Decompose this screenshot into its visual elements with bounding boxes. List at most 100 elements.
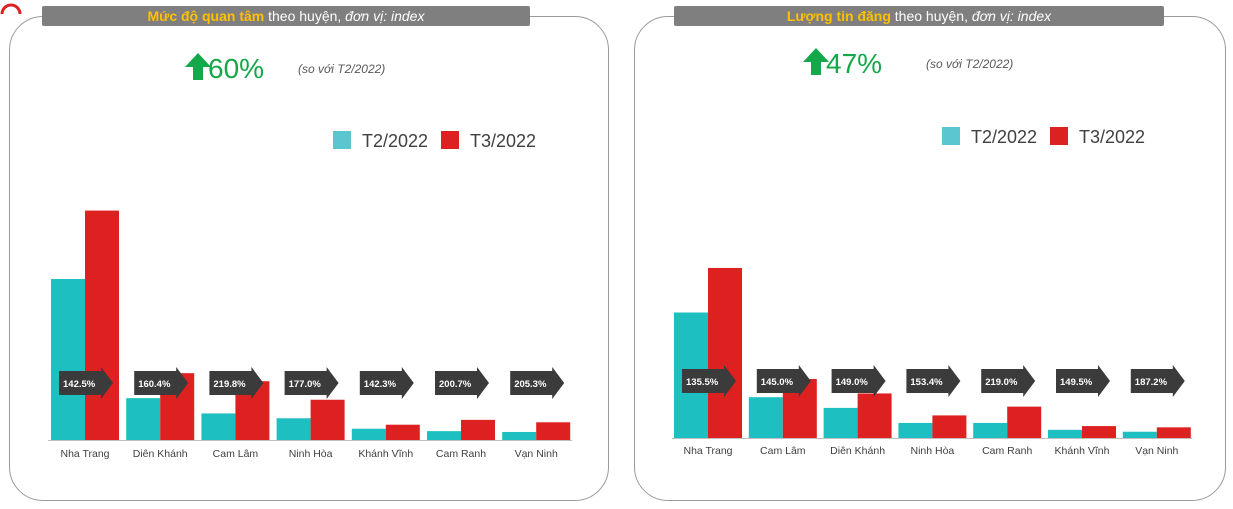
bar-t3 xyxy=(310,399,345,440)
title-middle: theo huyện, xyxy=(890,8,972,24)
growth-arrow: 145.0% xyxy=(756,365,811,397)
up-arrow-icon xyxy=(185,53,211,80)
growth-arrow-shape xyxy=(682,365,736,397)
logo-mark xyxy=(0,3,22,14)
category-label: Nha Trang xyxy=(683,445,732,457)
growth-arrow-shape xyxy=(209,367,264,399)
legend-swatch-t3 xyxy=(441,131,459,149)
change-value: 47% xyxy=(826,48,882,79)
growth-arrow: 149.0% xyxy=(831,365,886,397)
chart-title-banner: Mức độ quan tâm theo huyện, đơn vị: inde… xyxy=(42,6,530,26)
bar-t2 xyxy=(351,428,386,440)
legend: T2/2022 T3/2022 xyxy=(942,127,1145,147)
category-label: Ninh Hòa xyxy=(911,445,955,457)
legend-label-t3: T3/2022 xyxy=(1079,127,1145,147)
growth-label: 149.0% xyxy=(836,377,869,388)
growth-label: 149.5% xyxy=(1060,377,1093,388)
growth-arrow-shape xyxy=(831,365,886,397)
growth-label: 142.5% xyxy=(63,379,96,390)
category-label: Vạn Ninh xyxy=(515,448,558,460)
growth-label: 187.2% xyxy=(1135,377,1168,388)
change-value: 60% xyxy=(208,53,264,84)
chart-0: 60% (so với T2/2022) T2/2022 T3/2022 142.5% N… xyxy=(48,53,572,460)
chart-1: 47% (so với T2/2022) T2/2022 T3/2022 135.5% N… xyxy=(672,48,1192,457)
growth-arrow-shape xyxy=(1056,365,1110,397)
category-label: Diên Khánh xyxy=(133,448,188,460)
category-label: Khánh Vĩnh xyxy=(358,448,413,460)
legend: T2/2022 T3/2022 xyxy=(333,131,536,151)
legend-swatch-t2 xyxy=(333,131,351,149)
title-middle: theo huyện, xyxy=(264,8,346,24)
category-label: Cam Lâm xyxy=(213,448,259,460)
growth-label: 153.4% xyxy=(910,377,943,388)
category-label: Cam Ranh xyxy=(982,445,1032,457)
growth-arrow: 200.7% xyxy=(435,367,489,399)
legend-label-t2: T2/2022 xyxy=(362,131,428,151)
growth-arrow: 187.2% xyxy=(1130,365,1185,397)
bar-t2 xyxy=(126,398,161,440)
bar-t3 xyxy=(85,210,119,440)
bar-t2 xyxy=(427,431,461,440)
legend-label-t2: T2/2022 xyxy=(971,127,1037,147)
growth-arrow-shape xyxy=(756,365,811,397)
category-label: Khánh Vĩnh xyxy=(1055,445,1110,457)
category-label: Diên Khánh xyxy=(830,445,885,457)
bar-t2 xyxy=(823,407,858,438)
growth-arrow: 219.8% xyxy=(209,367,264,399)
growth-label: 200.7% xyxy=(439,379,472,390)
category-label: Ninh Hòa xyxy=(289,448,333,460)
growth-arrow-shape xyxy=(284,367,339,399)
growth-arrow: 177.0% xyxy=(284,367,339,399)
growth-arrow-shape xyxy=(1130,365,1185,397)
growth-label: 135.5% xyxy=(686,377,719,388)
bar-t3 xyxy=(536,422,571,440)
growth-arrow: 135.5% xyxy=(682,365,736,397)
growth-arrow-shape xyxy=(981,365,1036,397)
bar-t2 xyxy=(51,279,85,440)
growth-label: 142.3% xyxy=(364,379,397,390)
growth-arrow-shape xyxy=(59,367,113,399)
legend-label-t3: T3/2022 xyxy=(470,131,536,151)
growth-arrow-shape xyxy=(906,365,961,397)
growth-label: 145.0% xyxy=(761,377,794,388)
bar-t2 xyxy=(201,413,236,440)
bar-t2 xyxy=(1048,429,1082,438)
growth-arrow: 142.3% xyxy=(359,367,414,399)
growth-arrow: 205.3% xyxy=(510,367,565,399)
growth-label: 219.0% xyxy=(985,377,1018,388)
growth-arrow: 219.0% xyxy=(981,365,1036,397)
title-unit: đơn vị: index xyxy=(971,8,1052,24)
growth-arrow: 153.4% xyxy=(906,365,961,397)
legend-swatch-t3 xyxy=(1050,127,1068,145)
bar-t2 xyxy=(748,397,783,438)
bar-t3 xyxy=(932,415,967,438)
bar-t3 xyxy=(1082,426,1116,438)
growth-arrow-shape xyxy=(359,367,414,399)
bar-t3 xyxy=(385,424,420,440)
growth-arrow-shape xyxy=(435,367,489,399)
growth-label: 219.8% xyxy=(213,379,246,390)
title-highlight: Mức độ quan tâm xyxy=(147,8,265,24)
bar-t2 xyxy=(973,422,1008,438)
bar-t3 xyxy=(708,267,742,438)
growth-label: 177.0% xyxy=(289,379,322,390)
category-label: Vạn Ninh xyxy=(1135,445,1178,457)
category-label: Cam Ranh xyxy=(436,448,486,460)
bar-t2 xyxy=(898,422,933,438)
category-label: Cam Lâm xyxy=(760,445,806,457)
category-label: Nha Trang xyxy=(60,448,109,460)
growth-arrow: 142.5% xyxy=(59,367,113,399)
growth-arrow-shape xyxy=(134,367,189,399)
bar-t3 xyxy=(1156,427,1191,438)
change-note: (so với T2/2022) xyxy=(926,57,1013,71)
growth-label: 160.4% xyxy=(138,379,171,390)
up-arrow-icon xyxy=(803,48,829,75)
chart-title-banner: Lượng tin đăng theo huyện, đơn vị: index xyxy=(674,6,1164,26)
growth-arrow-shape xyxy=(510,367,565,399)
growth-arrow: 160.4% xyxy=(134,367,189,399)
bar-t2 xyxy=(502,431,537,440)
bar-t3 xyxy=(461,419,495,440)
legend-swatch-t2 xyxy=(942,127,960,145)
change-note: (so với T2/2022) xyxy=(298,62,385,76)
